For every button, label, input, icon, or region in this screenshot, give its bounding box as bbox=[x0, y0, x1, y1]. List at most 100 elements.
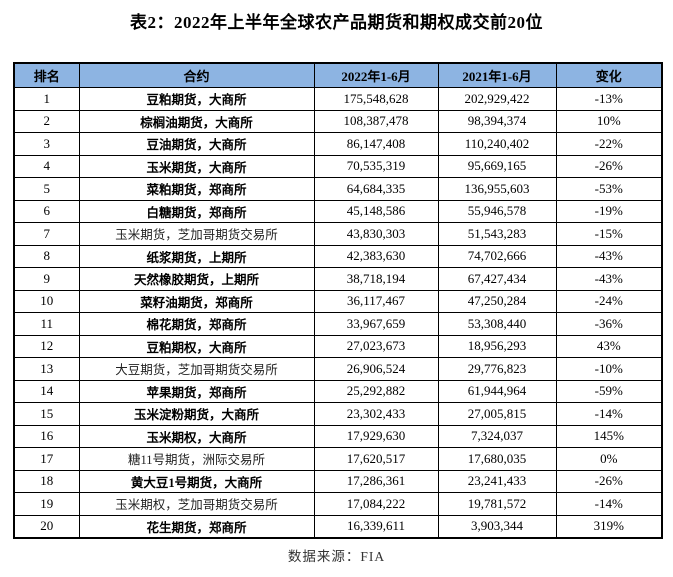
volume-2022-cell: 23,302,433 bbox=[313, 402, 439, 426]
rank-cell: 6 bbox=[13, 199, 80, 223]
volume-2021-cell: 55,946,578 bbox=[437, 199, 557, 223]
table-row: 8 纸浆期货，上期所 42,383,630 74,702,666 -43% bbox=[13, 244, 663, 268]
change-cell: -22% bbox=[555, 132, 663, 156]
contract-cell: 糖11号期货，洲际交易所 bbox=[78, 447, 315, 471]
table-header-row: 排名 合约 2022年1-6月 2021年1-6月 变化 bbox=[13, 62, 663, 88]
volume-2022-cell: 42,383,630 bbox=[313, 244, 439, 268]
contract-cell: 玉米淀粉期货，大商所 bbox=[78, 402, 315, 426]
table-title: 表2：2022年上半年全球农产品期货和期权成交前20位 bbox=[130, 13, 543, 32]
volume-2021-cell: 19,781,572 bbox=[437, 492, 557, 516]
rank-cell: 15 bbox=[13, 402, 80, 426]
table-row: 9 天然橡胶期货，上期所 38,718,194 67,427,434 -43% bbox=[13, 267, 663, 291]
volume-2021-cell: 17,680,035 bbox=[437, 447, 557, 471]
volume-2022-cell: 25,292,882 bbox=[313, 379, 439, 403]
contract-cell: 白糖期货，郑商所 bbox=[78, 199, 315, 223]
change-cell: 145% bbox=[555, 424, 663, 448]
volume-2022-cell: 33,967,659 bbox=[313, 312, 439, 336]
change-cell: -13% bbox=[555, 87, 663, 111]
change-cell: -36% bbox=[555, 312, 663, 336]
change-cell: 319% bbox=[555, 514, 663, 539]
table-row: 16 玉米期权，大商所 17,929,630 7,324,037 145% bbox=[13, 424, 663, 448]
header-contract: 合约 bbox=[78, 62, 315, 88]
rank-cell: 16 bbox=[13, 424, 80, 448]
rank-cell: 10 bbox=[13, 289, 80, 313]
change-cell: -43% bbox=[555, 244, 663, 268]
table-row: 20 花生期货，郑商所 16,339,611 3,903,344 319% bbox=[13, 514, 663, 539]
contract-cell: 棕榈油期货，大商所 bbox=[78, 109, 315, 133]
volume-2022-cell: 38,718,194 bbox=[313, 267, 439, 291]
change-cell: 10% bbox=[555, 109, 663, 133]
header-volume-2021: 2021年1-6月 bbox=[437, 62, 557, 88]
contract-cell: 大豆期货，芝加哥期货交易所 bbox=[78, 357, 315, 381]
volume-2022-cell: 175,548,628 bbox=[313, 87, 439, 111]
rank-cell: 8 bbox=[13, 244, 80, 268]
change-cell: -14% bbox=[555, 492, 663, 516]
contract-cell: 棉花期货，郑商所 bbox=[78, 312, 315, 336]
change-cell: -43% bbox=[555, 267, 663, 291]
volume-2021-cell: 18,956,293 bbox=[437, 334, 557, 358]
change-cell: -53% bbox=[555, 177, 663, 201]
contract-cell: 玉米期货，芝加哥期货交易所 bbox=[78, 222, 315, 246]
volume-2021-cell: 67,427,434 bbox=[437, 267, 557, 291]
table-row: 1 豆粕期货，大商所 175,548,628 202,929,422 -13% bbox=[13, 87, 663, 111]
volume-2021-cell: 202,929,422 bbox=[437, 87, 557, 111]
volume-2022-cell: 16,339,611 bbox=[313, 514, 439, 539]
rank-cell: 7 bbox=[13, 222, 80, 246]
table-row: 18 黄大豆1号期货，大商所 17,286,361 23,241,433 -26% bbox=[13, 469, 663, 493]
volume-2022-cell: 17,620,517 bbox=[313, 447, 439, 471]
rank-cell: 13 bbox=[13, 357, 80, 381]
volume-2021-cell: 27,005,815 bbox=[437, 402, 557, 426]
volume-2021-cell: 53,308,440 bbox=[437, 312, 557, 336]
table-row: 2 棕榈油期货，大商所 108,387,478 98,394,374 10% bbox=[13, 109, 663, 133]
volume-2022-cell: 17,286,361 bbox=[313, 469, 439, 493]
table-row: 7 玉米期货，芝加哥期货交易所 43,830,303 51,543,283 -15% bbox=[13, 222, 663, 246]
rank-cell: 4 bbox=[13, 154, 80, 178]
futures-volume-table: 排名 合约 2022年1-6月 2021年1-6月 变化 1 豆粕期货，大商所 17… bbox=[13, 62, 663, 539]
rank-cell: 19 bbox=[13, 492, 80, 516]
rank-cell: 18 bbox=[13, 469, 80, 493]
contract-cell: 苹果期货，郑商所 bbox=[78, 379, 315, 403]
change-cell: -26% bbox=[555, 469, 663, 493]
table-row: 3 豆油期货，大商所 86,147,408 110,240,402 -22% bbox=[13, 132, 663, 156]
change-cell: -10% bbox=[555, 357, 663, 381]
volume-2022-cell: 26,906,524 bbox=[313, 357, 439, 381]
change-cell: -14% bbox=[555, 402, 663, 426]
rank-cell: 11 bbox=[13, 312, 80, 336]
volume-2021-cell: 136,955,603 bbox=[437, 177, 557, 201]
rank-cell: 5 bbox=[13, 177, 80, 201]
table-row: 6 白糖期货，郑商所 45,148,586 55,946,578 -19% bbox=[13, 199, 663, 223]
header-rank: 排名 bbox=[13, 62, 80, 88]
volume-2022-cell: 17,929,630 bbox=[313, 424, 439, 448]
volume-2021-cell: 51,543,283 bbox=[437, 222, 557, 246]
table-row: 14 苹果期货，郑商所 25,292,882 61,944,964 -59% bbox=[13, 379, 663, 403]
volume-2021-cell: 95,669,165 bbox=[437, 154, 557, 178]
header-volume-2022: 2022年1-6月 bbox=[313, 62, 439, 88]
volume-2021-cell: 3,903,344 bbox=[437, 514, 557, 539]
rank-cell: 9 bbox=[13, 267, 80, 291]
rank-cell: 12 bbox=[13, 334, 80, 358]
table-row: 13 大豆期货，芝加哥期货交易所 26,906,524 29,776,823 -10% bbox=[13, 357, 663, 381]
table-row: 19 玉米期权，芝加哥期货交易所 17,084,222 19,781,572 -14% bbox=[13, 492, 663, 516]
change-cell: 0% bbox=[555, 447, 663, 471]
volume-2021-cell: 110,240,402 bbox=[437, 132, 557, 156]
volume-2022-cell: 70,535,319 bbox=[313, 154, 439, 178]
rank-cell: 3 bbox=[13, 132, 80, 156]
table-row: 5 菜粕期货，郑商所 64,684,335 136,955,603 -53% bbox=[13, 177, 663, 201]
volume-2021-cell: 29,776,823 bbox=[437, 357, 557, 381]
header-change: 变化 bbox=[555, 62, 663, 88]
contract-cell: 玉米期货，大商所 bbox=[78, 154, 315, 178]
table-row: 10 菜籽油期货，郑商所 36,117,467 47,250,284 -24% bbox=[13, 289, 663, 313]
contract-cell: 玉米期权，大商所 bbox=[78, 424, 315, 448]
volume-2022-cell: 45,148,586 bbox=[313, 199, 439, 223]
contract-cell: 玉米期权，芝加哥期货交易所 bbox=[78, 492, 315, 516]
volume-2022-cell: 17,084,222 bbox=[313, 492, 439, 516]
volume-2021-cell: 47,250,284 bbox=[437, 289, 557, 313]
contract-cell: 豆油期货，大商所 bbox=[78, 132, 315, 156]
table-row: 11 棉花期货，郑商所 33,967,659 53,308,440 -36% bbox=[13, 312, 663, 336]
table-body: 1 豆粕期货，大商所 175,548,628 202,929,422 -13% 2 棕榈油期… bbox=[13, 87, 663, 539]
table-row: 12 豆粕期权，大商所 27,023,673 18,956,293 43% bbox=[13, 334, 663, 358]
table-row: 15 玉米淀粉期货，大商所 23,302,433 27,005,815 -14% bbox=[13, 402, 663, 426]
volume-2021-cell: 61,944,964 bbox=[437, 379, 557, 403]
change-cell: -15% bbox=[555, 222, 663, 246]
volume-2021-cell: 7,324,037 bbox=[437, 424, 557, 448]
